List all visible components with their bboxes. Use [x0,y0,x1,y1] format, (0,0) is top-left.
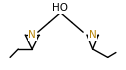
Text: N: N [28,30,36,40]
Text: HO: HO [53,3,68,13]
Text: N: N [89,30,97,40]
